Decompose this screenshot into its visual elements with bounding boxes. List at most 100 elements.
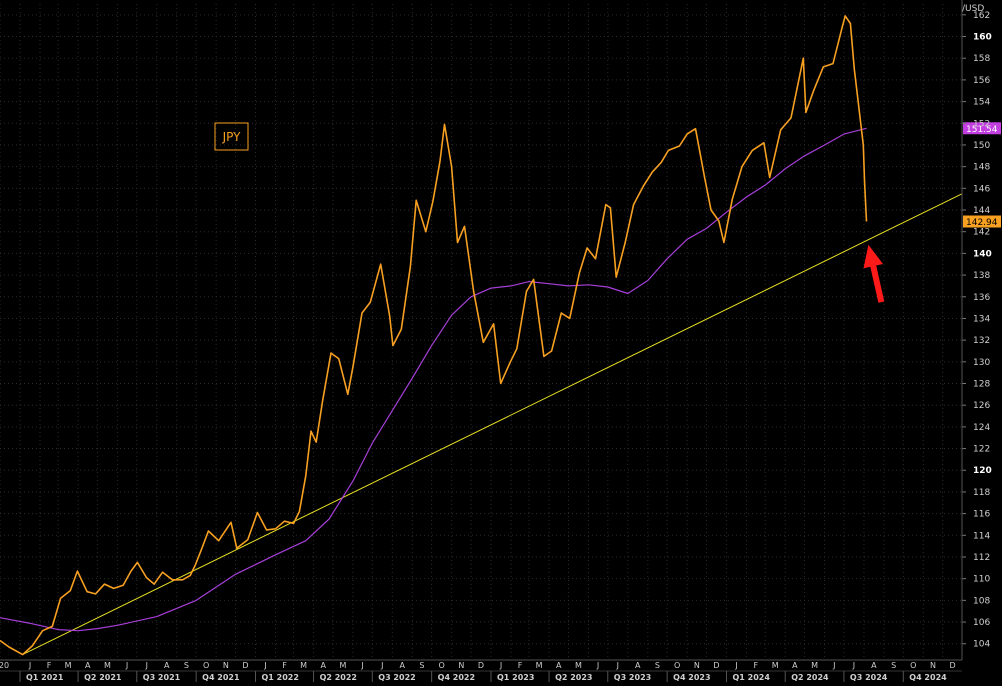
- x-month-label: J: [852, 661, 855, 670]
- x-month-label: M: [536, 661, 543, 670]
- x-month-label: J: [263, 661, 266, 670]
- legend-label: JPY: [222, 130, 242, 144]
- x-month-label: A: [792, 661, 798, 670]
- x-quarter-label: Q2 2022: [320, 673, 357, 682]
- y-tick-label: 106: [973, 618, 990, 628]
- x-quarter-label: Q2 2023: [555, 673, 592, 682]
- x-month-label: D: [242, 661, 248, 670]
- y-tick-label: 140: [973, 249, 992, 259]
- x-month-label: M: [772, 661, 779, 670]
- red-arrow-annotation: [863, 244, 885, 303]
- x-month-label: J: [360, 661, 363, 670]
- x-month-label: N: [458, 661, 464, 670]
- y-tick-label: 124: [973, 423, 990, 433]
- y-tick-label: 158: [973, 54, 990, 64]
- x-month-label: J: [734, 661, 737, 670]
- y-tick-label: 134: [973, 314, 990, 324]
- y-tick-label: 116: [973, 510, 990, 520]
- x-quarter-label: Q2 2021: [84, 673, 122, 682]
- x-quarter-label: Q4 2022: [438, 673, 475, 682]
- x-quarter-label: Q2 2024: [791, 673, 829, 682]
- y-tick-label: 154: [973, 98, 990, 108]
- y-tick-label: 122: [973, 445, 990, 455]
- ma-value-badge-bg: [963, 122, 1001, 135]
- x-month-label: J: [596, 661, 599, 670]
- x-month-label: A: [635, 661, 641, 670]
- x-quarter-label: Q1 2021: [26, 673, 64, 682]
- x-month-label: S: [891, 661, 896, 670]
- y-tick-label: 114: [973, 531, 990, 541]
- x-month-label: J: [125, 661, 128, 670]
- x-month-label: M: [339, 661, 346, 670]
- y-tick-label: 120: [973, 466, 992, 476]
- x-quarter-label: Q3 2021: [143, 673, 181, 682]
- x-month-label: A: [400, 661, 406, 670]
- ma-value-badge: 151.54: [966, 125, 998, 135]
- moving_average-line: [0, 127, 867, 632]
- x-month-label: O: [203, 661, 209, 670]
- y-tick-label: 162: [973, 11, 990, 21]
- x-month-label: M: [575, 661, 582, 670]
- x-month-label: J: [28, 661, 31, 670]
- x-month-label: F: [47, 661, 52, 670]
- y-tick-label: 146: [973, 184, 990, 194]
- x-month-label: J: [380, 661, 383, 670]
- y-tick-label: 104: [973, 640, 990, 650]
- x-month-label: J: [616, 661, 619, 670]
- y-tick-label: 110: [973, 575, 990, 585]
- x-month-label: A: [871, 661, 877, 670]
- x-month-label: J: [832, 661, 835, 670]
- x-month-label: M: [811, 661, 818, 670]
- y-tick-label: 112: [973, 553, 990, 563]
- x-quarter-label: Q1 2022: [262, 673, 299, 682]
- x-month-label: D: [478, 661, 484, 670]
- y-tick-label: 132: [973, 336, 990, 346]
- x-quarter-label: Q3 2024: [850, 673, 888, 682]
- x-month-label: N: [694, 661, 700, 670]
- x-month-label: O: [674, 661, 680, 670]
- x-month-label: S: [419, 661, 424, 670]
- legend-frame: [214, 122, 249, 151]
- x-month-label: A: [85, 661, 91, 670]
- x-month-label: N: [223, 661, 229, 670]
- y-tick-label: 160: [973, 33, 992, 43]
- y-tick-label: 138: [973, 271, 990, 281]
- x-month-label: J: [499, 661, 502, 670]
- x-month-label: M: [300, 661, 307, 670]
- x-month-label: D: [950, 661, 956, 670]
- x-quarter-label: Q3 2022: [378, 673, 415, 682]
- x-month-label: M: [65, 661, 72, 670]
- x-month-label: O: [438, 661, 444, 670]
- y-tick-label: 142: [973, 228, 990, 238]
- y-tick-label: 156: [973, 76, 990, 86]
- x-quarter-label: Q4 2023: [673, 673, 710, 682]
- x-quarter-label: Q1 2023: [497, 673, 534, 682]
- y-tick-label: 150: [973, 141, 990, 151]
- x-quarter-label: Q3 2023: [614, 673, 651, 682]
- y-tick-label: 144: [973, 206, 990, 216]
- y-tick-label: 136: [973, 293, 990, 303]
- last-price-badge: 142.94: [966, 218, 998, 228]
- x-month-label: A: [321, 661, 327, 670]
- x-month-label: M: [104, 661, 111, 670]
- x-quarter-label: Q4 2021: [202, 673, 240, 682]
- series-layer: [0, 15, 963, 656]
- x-month-label: A: [556, 661, 562, 670]
- y-tick-label: 148: [973, 163, 990, 173]
- y-tick-label: 130: [973, 358, 990, 368]
- price-line: [0, 15, 868, 656]
- x-quarter-label: Q4 2024: [909, 673, 947, 682]
- legend-box: JPY: [214, 122, 249, 151]
- y-tick-label: 126: [973, 401, 990, 411]
- x-month-label: S: [655, 661, 660, 670]
- x-month-label: S: [184, 661, 189, 670]
- x-month-label: F: [754, 661, 759, 670]
- x-month-label: A: [164, 661, 170, 670]
- y-unit-label: /USD: [962, 4, 984, 14]
- last-price-badge-bg: [963, 215, 1001, 228]
- y-tick-label: 128: [973, 380, 990, 390]
- y-tick-label: 108: [973, 596, 990, 606]
